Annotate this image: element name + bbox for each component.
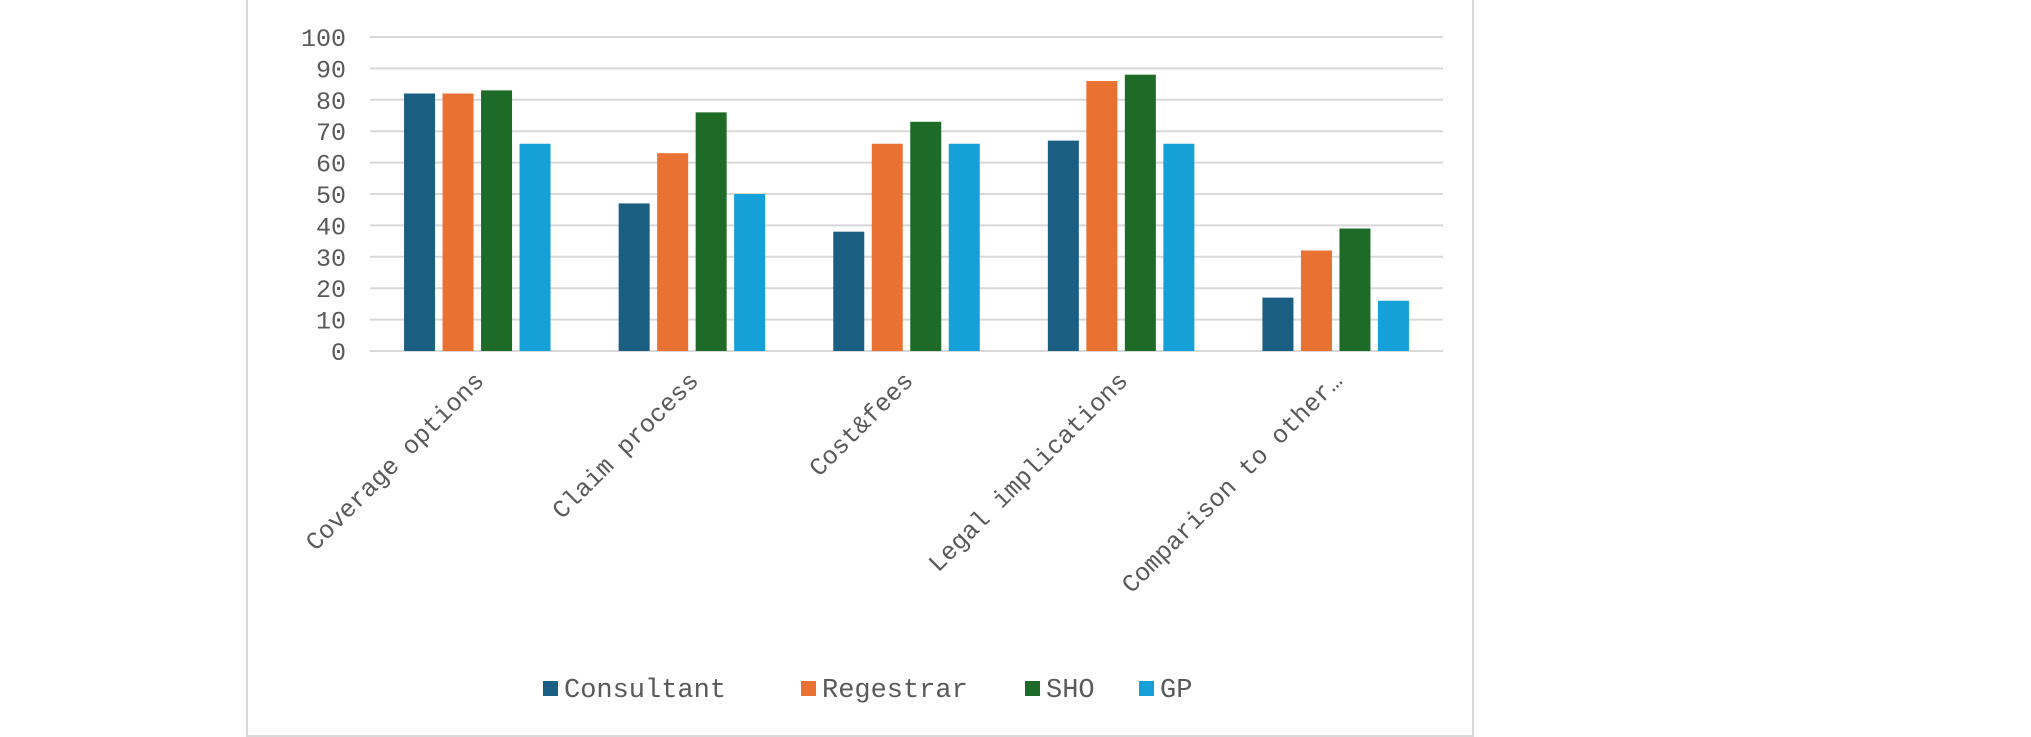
y-tick-label: 60	[316, 151, 346, 180]
y-tick-label: 30	[316, 245, 346, 274]
bar-gp-4	[1377, 300, 1409, 351]
legend-swatch-regestrar	[801, 681, 816, 696]
y-tick-label: 90	[316, 56, 346, 85]
bar-consultant-3	[1047, 140, 1079, 351]
bar-gp-1	[734, 194, 766, 351]
legend-label-gp: GP	[1160, 676, 1192, 706]
bar-sho-0	[481, 90, 513, 351]
bar-sho-1	[695, 112, 727, 351]
category-label: Claim process	[547, 367, 705, 525]
bar-consultant-1	[618, 203, 650, 351]
legend-label-regestrar: Regestrar	[822, 676, 968, 706]
legend-swatch-sho	[1025, 681, 1040, 696]
bar-gp-0	[519, 143, 551, 351]
bar-consultant-2	[833, 231, 865, 351]
legend-label-sho: SHO	[1046, 676, 1095, 706]
y-tick-label: 80	[316, 88, 346, 117]
legend-swatch-gp	[1139, 681, 1154, 696]
bar-consultant-0	[404, 93, 436, 352]
bar-sho-2	[910, 121, 942, 351]
y-tick-label: 0	[331, 339, 346, 368]
bar-regestrar-4	[1300, 250, 1332, 351]
category-label: Comparison to other…	[1117, 367, 1350, 600]
legend-label-consultant: Consultant	[564, 676, 726, 706]
bars	[404, 74, 1409, 352]
bar-regestrar-2	[871, 143, 903, 351]
y-tick-label: 70	[316, 119, 346, 148]
y-tick-label: 50	[316, 182, 346, 211]
legend-swatch-consultant	[543, 681, 558, 696]
y-tick-label: 10	[316, 308, 346, 337]
y-tick-label: 100	[301, 25, 346, 54]
bar-consultant-4	[1262, 297, 1294, 351]
bar-gp-3	[1163, 143, 1195, 351]
y-tick-label: 20	[316, 276, 346, 305]
category-label: Legal implications	[923, 367, 1134, 578]
category-labels: Coverage options Claim process Cost&fees Le…	[301, 367, 1350, 600]
bar-regestrar-3	[1086, 80, 1118, 352]
bar-regestrar-1	[657, 153, 689, 351]
y-tick-label: 40	[316, 213, 346, 242]
category-label: Coverage options	[301, 367, 491, 557]
legend: Consultant Regestrar SHO GP	[543, 676, 1192, 706]
bar-sho-4	[1339, 228, 1371, 351]
bar-regestrar-0	[442, 93, 474, 352]
bar-sho-3	[1124, 74, 1156, 352]
bar-gp-2	[948, 143, 980, 351]
category-label: Cost&fees	[804, 367, 920, 483]
